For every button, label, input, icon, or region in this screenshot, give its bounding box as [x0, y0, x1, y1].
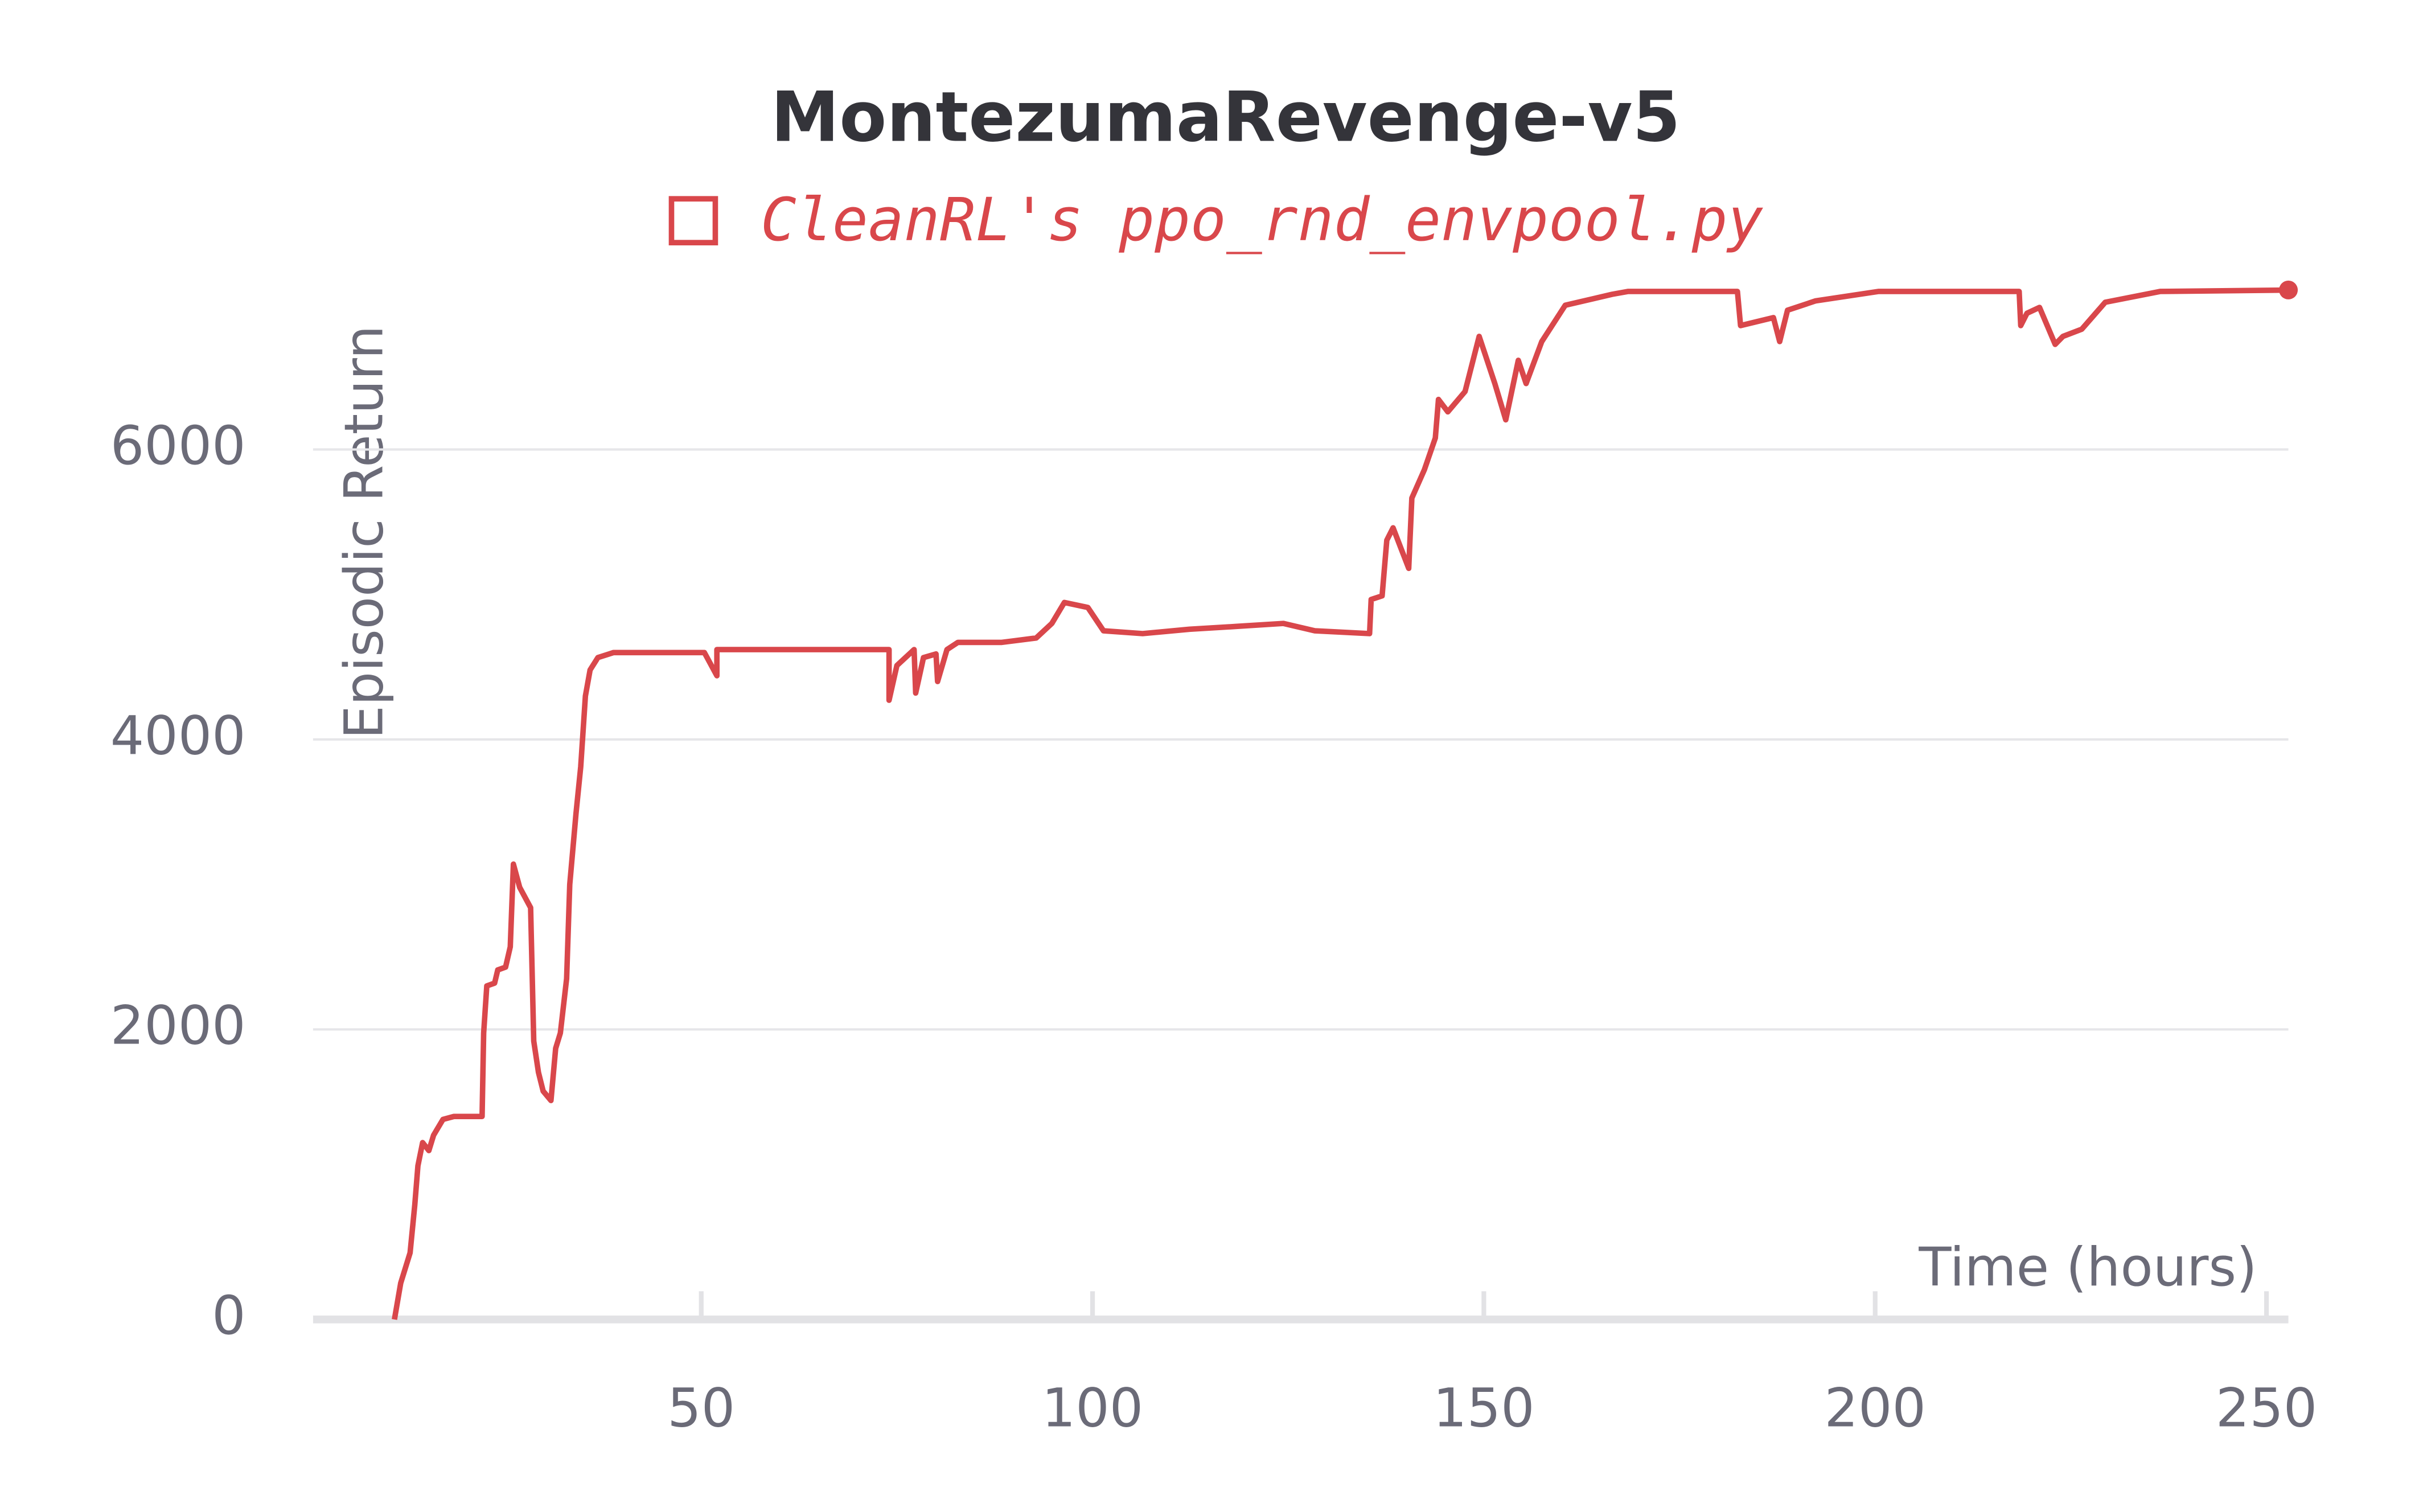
x-tick-label: 250	[2216, 1377, 2317, 1439]
x-tick-label: 50	[667, 1377, 735, 1439]
y-tick-label: 0	[212, 1285, 245, 1347]
x-tick-label: 200	[1825, 1377, 1926, 1439]
y-axis-label: Episodic Return	[333, 325, 395, 739]
x-tick-label: 150	[1433, 1377, 1534, 1439]
end-point	[2279, 280, 2298, 299]
x-axis-label: Time (hours)	[1918, 1236, 2257, 1299]
legend-label: CleanRL's ppo_rnd_envpool.py	[761, 185, 1763, 254]
x-tick-label: 100	[1042, 1377, 1143, 1439]
legend-swatch	[668, 196, 718, 246]
chart-title: MontezumaRevenge-v5	[771, 77, 1681, 158]
y-tick-label: 4000	[110, 705, 246, 767]
y-tick-label: 2000	[110, 995, 246, 1057]
line-series	[392, 287, 2289, 1320]
y-tick-label: 6000	[110, 415, 246, 477]
